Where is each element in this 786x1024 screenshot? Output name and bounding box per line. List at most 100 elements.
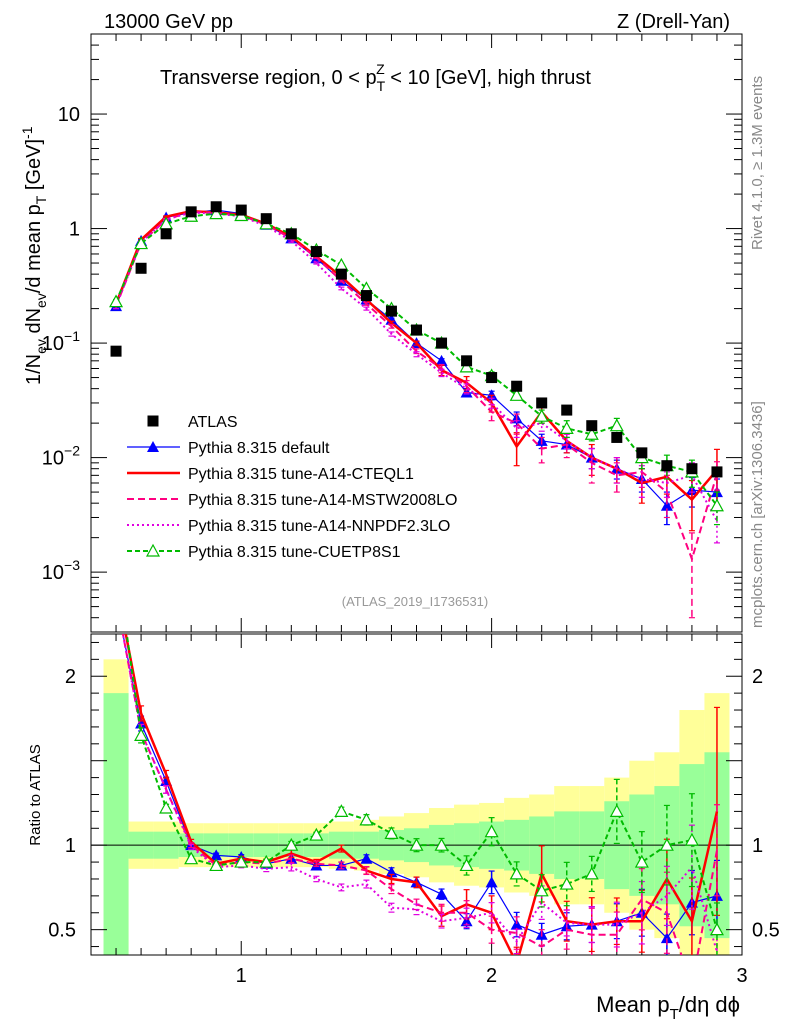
legend-label: Pythia 8.315 tune-A14-CTEQL1 [188,466,414,483]
atlas-point [511,380,523,392]
atlas-point [686,463,698,475]
ratio-y-tick-label: 2 [65,666,76,688]
series-point [584,426,599,440]
ratio-point [110,552,122,563]
series-point [385,313,398,325]
ratio-point [459,858,474,872]
atlas-point [636,447,648,459]
plot-title: Transverse region, 0 < pTZ < 10 [GeV], h… [160,61,591,94]
ratio-point [485,876,498,888]
ratio-point [135,717,148,729]
series-line [115,209,718,507]
series-point [209,206,224,220]
ratio-point [210,849,223,861]
atlas-point [260,213,272,225]
stat-uncertainty-band [103,693,129,955]
ratio-point [184,851,199,865]
ratio-point [384,826,399,839]
atlas-point [285,228,297,240]
ratio-point [259,854,274,868]
atlas-point [160,228,172,240]
series-point [435,354,448,366]
main-series-layer [109,201,724,619]
ratio-ylabel: Ratio to ATLAS [27,744,44,845]
ratio-point [659,837,674,851]
ratio-y-tick-label-right: 1 [752,835,763,857]
x-tick-label: 1 [236,965,247,987]
ratio-point [234,854,249,868]
y-tick-label: 10−2 [42,443,80,470]
atlas-point [385,305,397,317]
atlas-point [661,460,673,472]
atlas-point [235,204,247,216]
y-tick-label: 10 [58,104,80,126]
beam-label: 13000 GeV pp [104,11,233,33]
legend-entry: Pythia 8.315 tune-CUETP8S1 [127,543,401,561]
process-label: Z (Drell-Yan) [617,11,730,33]
atlas-point [561,404,573,416]
ratio-point [409,837,424,851]
atlas-point [536,397,548,409]
ratio-series-layer [110,552,724,955]
ratio-series-4 [110,552,724,955]
mcplots-label: mcplots.cern.ch [arXiv:1306.3436] [749,401,766,628]
series-point [660,499,673,511]
atlas-point [411,324,422,336]
ratio-point [534,883,549,897]
ratio-point [509,866,524,880]
legend: ATLAS Pythia 8.315 default Pythia 8.315 tu… [127,414,457,561]
ratio-point [359,812,374,826]
atlas-point [586,420,598,432]
atlas-point [335,268,347,280]
ratio-y-tick-label-right: 2 [752,666,763,688]
ratio-point [435,888,448,900]
legend-entry: Pythia 8.315 tune-A14-NNPDF2.3LO [127,518,450,535]
series-point [709,498,724,512]
ratio-y-tick-label-right: 0.5 [752,920,780,942]
atlas-point [486,372,498,384]
series-point [459,359,474,373]
ratio-point [484,824,499,838]
legend-entry: Pythia 8.315 tune-A14-MSTW2008LO [127,492,457,509]
ratio-point [609,804,624,817]
legend-entry: ATLAS [147,414,238,431]
ratio-point [110,594,122,605]
rivet-label: Rivet 4.1.0, ≥ 1.3M events [749,76,766,250]
axes: 1 2 3 10 1 10−1 10−2 10−3 0.5 0.5 1 1 2 2 [42,33,780,987]
ratio-y-tick-label: 0.5 [48,920,76,942]
ratio-point [584,866,599,880]
y-tick-label: 10−3 [42,557,80,584]
atlas-point [210,201,222,213]
legend-label: Pythia 8.315 tune-A14-NNPDF2.3LO [188,518,450,535]
series-point [609,418,624,432]
atlas-point [360,290,372,302]
ratio-point [684,832,699,846]
ratio-point [209,858,224,872]
atlas-point [110,345,122,357]
legend-entry: Pythia 8.315 tune-A14-CTEQL1 [127,466,414,483]
atlas-point [461,355,473,367]
legend-label: Pythia 8.315 tune-CUETP8S1 [188,544,401,561]
legend-marker [145,543,161,557]
ratio-point [559,876,574,890]
series-point [509,388,524,401]
analysis-watermark: (ATLAS_2019_I1736531) [342,594,488,609]
ratio-point [709,922,724,936]
atlas-point [310,246,322,258]
ratio-point [634,854,649,868]
series-0 [110,201,723,478]
series-point [559,421,574,434]
ratio-point [510,918,523,930]
legend-label: Pythia 8.315 default [188,440,330,457]
ratio-point [309,827,324,841]
ratio-y-tick-label: 1 [65,835,76,857]
legend-marker [147,415,159,427]
atlas-point [611,431,623,443]
atlas-point [135,262,147,274]
x-tick-label: 3 [736,965,747,987]
series-point [534,408,549,422]
series-point [109,294,124,308]
series-line [115,212,718,507]
legend-entry: Pythia 8.315 default [127,440,330,457]
